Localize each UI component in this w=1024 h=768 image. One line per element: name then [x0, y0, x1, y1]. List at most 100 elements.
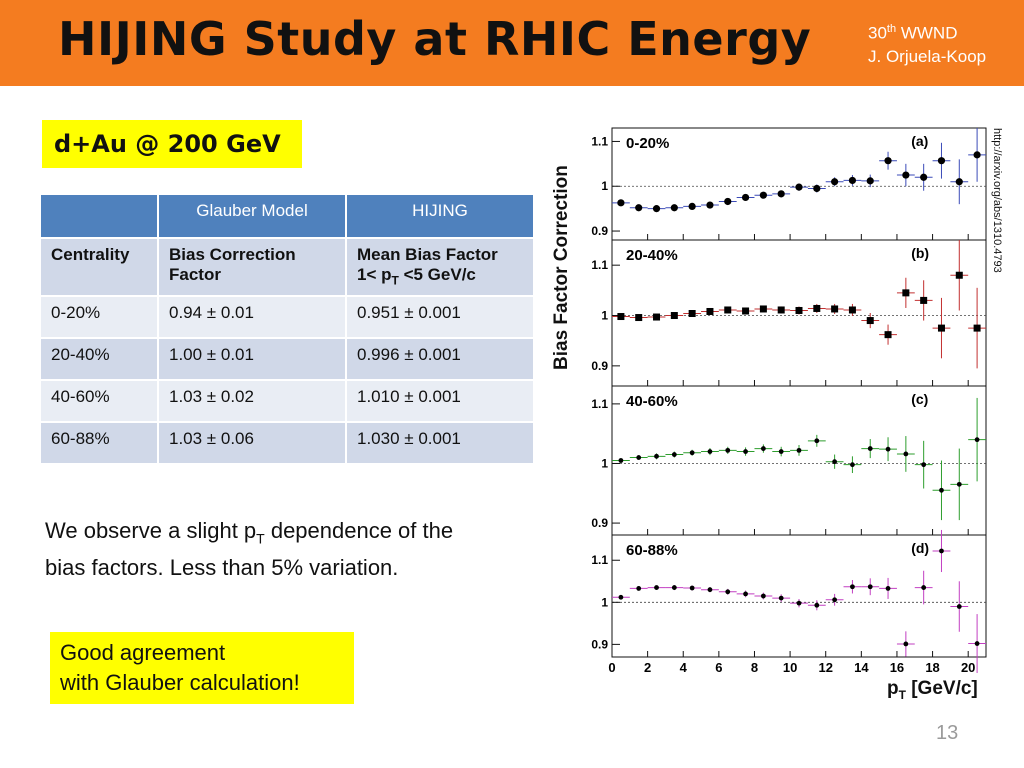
data-point	[635, 314, 643, 322]
panel-centrality-label: 20-40%	[626, 247, 678, 264]
table-cell: 1.03 ± 0.06	[157, 421, 347, 465]
panel-centrality-label: 60-88%	[626, 542, 678, 559]
table-subheader-row: Centrality Bias Correction Factor Mean B…	[39, 237, 535, 297]
data-point	[760, 446, 766, 451]
table-row: 20-40% 1.00 ± 0.01 0.996 ± 0.001	[39, 337, 535, 381]
data-point	[778, 595, 784, 601]
y-tick-label: 1.1	[591, 397, 608, 411]
data-point	[742, 307, 750, 315]
y-tick-label: 1.1	[591, 258, 608, 272]
data-point	[973, 151, 981, 159]
data-point	[813, 184, 821, 193]
data-point	[670, 312, 678, 320]
arxiv-source-link[interactable]: http://arxiv.org/abs/1310.4793	[991, 128, 1003, 273]
data-point	[759, 305, 767, 313]
data-point	[795, 306, 803, 314]
x-tick-label: 18	[925, 660, 939, 675]
x-tick-label: 10	[783, 660, 797, 675]
y-tick-label: 1.1	[591, 553, 608, 567]
data-point	[760, 593, 766, 599]
data-point	[743, 591, 748, 597]
data-point	[725, 589, 731, 595]
data-point	[688, 310, 696, 318]
data-point	[707, 449, 713, 454]
data-point	[706, 201, 714, 209]
data-point	[796, 447, 802, 453]
y-tick-label: 1.1	[591, 134, 608, 148]
data-point	[814, 438, 820, 444]
data-point	[743, 449, 748, 454]
table-cell: 0.94 ± 0.01	[157, 295, 347, 339]
data-point	[617, 313, 625, 321]
data-point	[831, 305, 839, 313]
y-tick-label: 1	[601, 595, 608, 609]
data-point	[937, 157, 946, 165]
data-point	[902, 289, 910, 297]
x-tick-label: 12	[818, 660, 832, 675]
data-point	[777, 306, 785, 314]
data-point	[777, 190, 785, 198]
table-cell: 20-40%	[39, 337, 159, 381]
data-point	[670, 204, 678, 212]
panel-tag: (d)	[911, 540, 929, 556]
table-cell: 0.951 ± 0.001	[345, 295, 535, 339]
table-cell: 1.00 ± 0.01	[157, 337, 347, 381]
data-point	[795, 183, 803, 191]
table-header-empty	[39, 193, 159, 239]
data-point	[654, 453, 659, 459]
data-point	[974, 641, 980, 646]
y-tick-label: 0.9	[591, 516, 608, 530]
data-point	[635, 204, 643, 212]
table-subheader-centrality: Centrality	[39, 237, 159, 297]
data-point	[939, 487, 944, 493]
agreement-box: Good agreement with Glauber calculation!	[50, 632, 354, 704]
data-point	[937, 324, 945, 332]
data-point	[832, 597, 838, 603]
slide-title: HIJING Study at RHIC Energy	[58, 12, 812, 66]
data-point	[884, 157, 892, 165]
data-point	[866, 317, 874, 325]
y-tick-label: 1	[601, 309, 608, 323]
data-point	[866, 177, 874, 185]
data-point	[707, 587, 713, 593]
data-point	[654, 585, 659, 590]
data-point	[671, 585, 677, 590]
data-point	[778, 449, 784, 454]
panel-tag: (a)	[911, 133, 928, 149]
table-cell: 0-20%	[39, 295, 159, 339]
y-tick-label: 0.9	[591, 637, 608, 651]
data-point	[759, 191, 767, 199]
data-point	[956, 604, 962, 609]
conference-name: 30th WWND	[868, 23, 958, 43]
page-number: 13	[936, 722, 959, 744]
data-point	[885, 586, 891, 591]
data-point	[955, 178, 963, 186]
data-point	[618, 458, 624, 463]
data-point	[903, 451, 909, 457]
results-table: Glauber Model HIJING Centrality Bias Cor…	[39, 193, 535, 465]
data-point	[850, 584, 855, 590]
table-cell: 1.030 ± 0.001	[345, 421, 535, 465]
data-point	[831, 178, 839, 186]
data-point	[636, 586, 642, 591]
panel-tag: (b)	[911, 245, 929, 261]
table-cell: 0.996 ± 0.001	[345, 337, 535, 381]
x-tick-label: 20	[961, 660, 975, 675]
table-row: 60-88% 1.03 ± 0.06 1.030 ± 0.001	[39, 421, 535, 465]
data-point	[813, 304, 821, 312]
data-point	[921, 462, 927, 468]
data-point	[974, 437, 980, 443]
data-point	[939, 548, 944, 554]
table-row: 40-60% 1.03 ± 0.02 1.010 ± 0.001	[39, 379, 535, 423]
data-point	[884, 331, 892, 339]
x-tick-label: 0	[608, 660, 615, 675]
panel-centrality-label: 0-20%	[626, 135, 669, 152]
data-point	[848, 306, 856, 314]
chart-y-axis-label: Bias Factor Correction	[551, 165, 572, 370]
data-point	[724, 197, 732, 206]
data-point	[867, 584, 873, 590]
data-point	[921, 585, 927, 590]
x-tick-label: 16	[890, 660, 904, 675]
data-point	[848, 176, 857, 185]
agreement-line-1: Good agreement	[60, 640, 226, 665]
